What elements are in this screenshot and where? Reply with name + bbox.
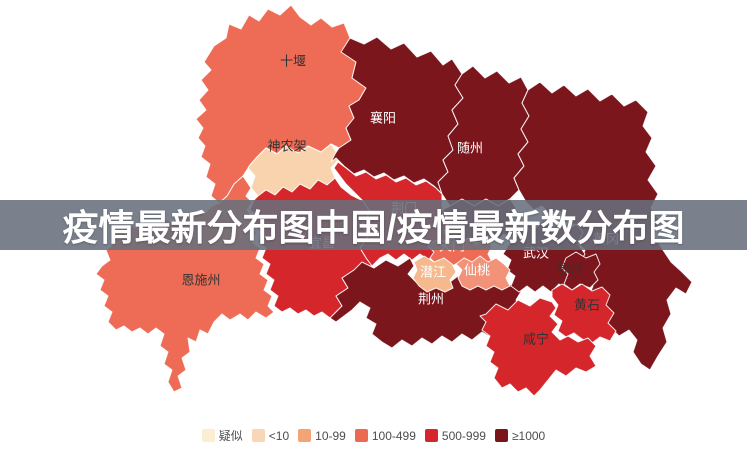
legend-item-4[interactable]: 500-999 [424, 428, 486, 443]
legend-item-1[interactable]: <10 [251, 428, 290, 443]
legend-swatch-icon [298, 429, 312, 442]
legend-item-2[interactable]: 10-99 [298, 429, 346, 443]
legend-item-5[interactable]: ≥1000 [494, 428, 546, 443]
region-ezhou[interactable] [561, 251, 601, 291]
region-huangshi[interactable] [551, 283, 617, 344]
region-xiangyang[interactable] [330, 36, 464, 195]
title-banner: 疫情最新分布图中国/疫情最新数分布图 [0, 200, 747, 250]
map-legend: 疑似 <10 10-99 100-499 500-999 ≥1000 [0, 427, 747, 444]
legend-label: <10 [268, 428, 290, 443]
legend-label: 疑似 [218, 429, 243, 443]
legend-swatch-icon [201, 429, 215, 442]
legend-item-0[interactable]: 疑似 [201, 427, 243, 444]
legend-label: ≥1000 [511, 428, 546, 443]
region-xiantao[interactable] [455, 255, 511, 291]
legend-label: 10-99 [315, 428, 346, 443]
legend-swatch-icon [354, 429, 368, 442]
region-qianjiang[interactable] [412, 255, 457, 293]
legend-label: 100-499 [371, 428, 416, 443]
legend-swatch-icon [251, 429, 265, 442]
page-title: 疫情最新分布图中国/疫情最新数分布图 [62, 207, 685, 248]
legend-swatch-icon [494, 429, 508, 442]
legend-label: 500-999 [441, 428, 486, 443]
legend-swatch-icon [424, 429, 438, 442]
legend-item-3[interactable]: 100-499 [354, 428, 416, 443]
region-xianning[interactable] [479, 297, 597, 397]
